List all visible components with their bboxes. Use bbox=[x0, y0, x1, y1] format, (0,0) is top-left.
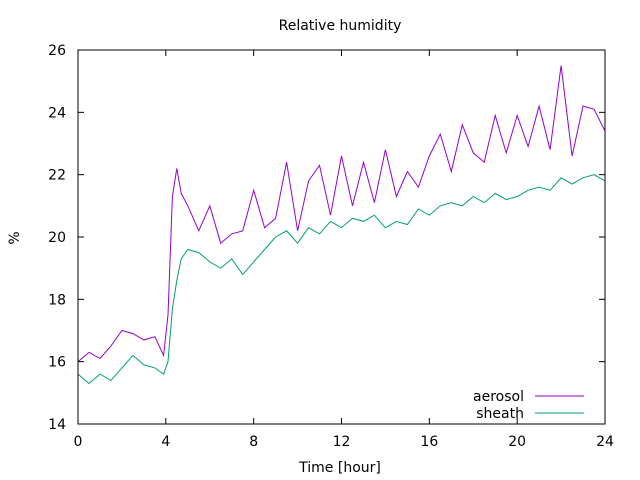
x-tick-label: 0 bbox=[74, 434, 83, 450]
x-tick-label: 20 bbox=[508, 434, 526, 450]
series-layer bbox=[77, 65, 606, 385]
chart-title: Relative humidity bbox=[279, 18, 402, 34]
y-tick-label: 20 bbox=[48, 230, 66, 246]
y-axis-label: % bbox=[7, 231, 23, 244]
x-tick-label: 8 bbox=[249, 434, 258, 450]
series-line-sheath bbox=[77, 174, 606, 385]
y-tick-label: 14 bbox=[48, 417, 66, 433]
x-tick-label: 24 bbox=[596, 434, 614, 450]
y-tick-label: 24 bbox=[48, 105, 66, 121]
legend-label-sheath: sheath bbox=[476, 406, 524, 422]
x-axis-label: Time [hour] bbox=[298, 460, 381, 476]
y-tick-label: 26 bbox=[48, 43, 66, 59]
y-tick-label: 18 bbox=[48, 292, 66, 308]
series-line-aerosol bbox=[77, 65, 606, 363]
tick-layer: 0 4 8 12 16 20 24 14 16 18 20 22 24 26 bbox=[48, 43, 614, 450]
x-tick-label: 16 bbox=[420, 434, 438, 450]
legend-label-aerosol: aerosol bbox=[473, 389, 524, 405]
y-tick-label: 22 bbox=[48, 168, 66, 184]
x-tick-label: 4 bbox=[161, 434, 170, 450]
y-tick-label: 16 bbox=[48, 355, 66, 371]
x-tick-label: 12 bbox=[333, 434, 351, 450]
plot-frame bbox=[77, 49, 606, 425]
